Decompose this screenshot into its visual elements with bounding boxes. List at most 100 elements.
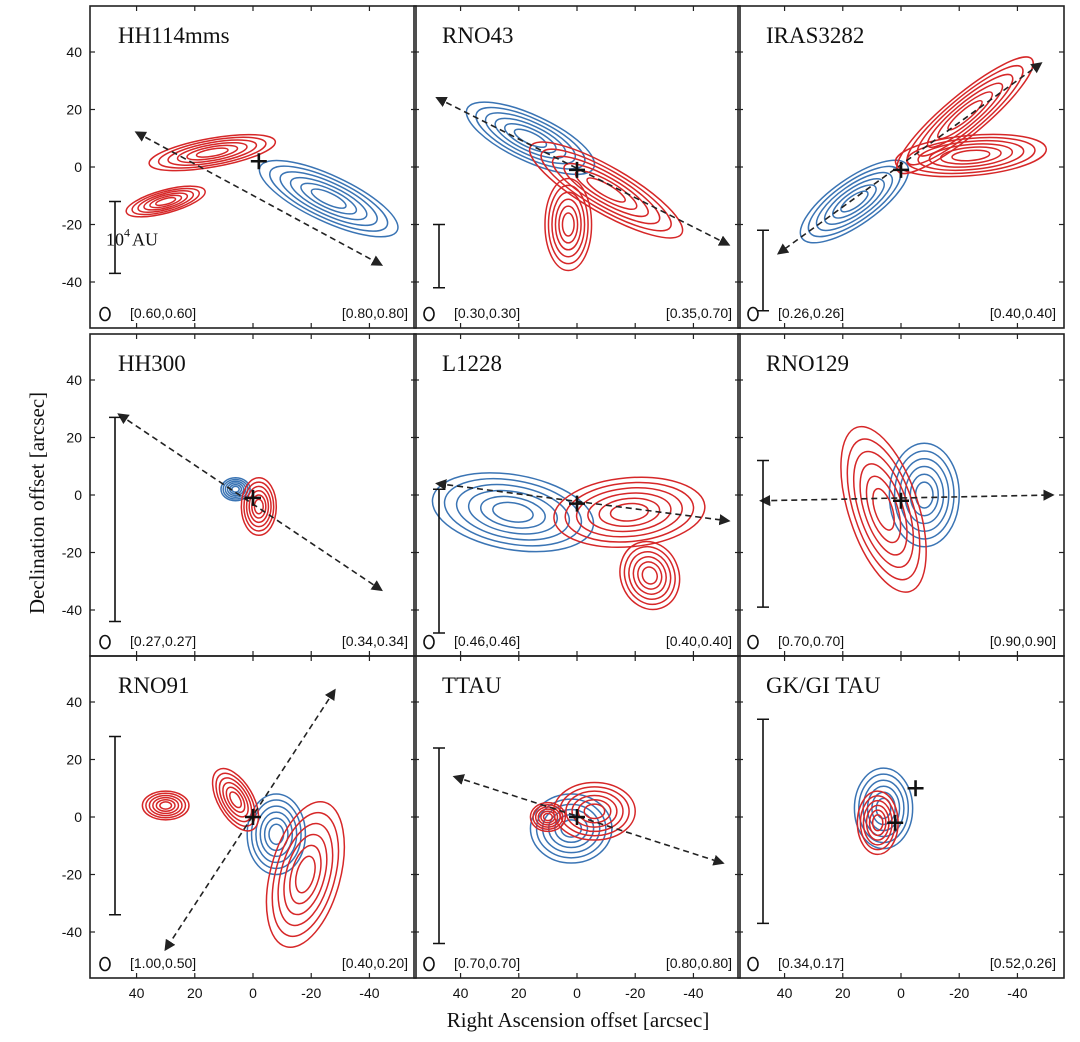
y-tick-label: 40 <box>66 694 82 710</box>
beam-ellipse <box>423 634 435 650</box>
blueshifted-contour <box>467 489 559 535</box>
blueshifted-contour <box>443 477 583 547</box>
scale-bar <box>433 747 445 945</box>
scale-bar <box>109 735 121 916</box>
x-tick-label: 40 <box>777 985 793 1001</box>
redshifted-contour <box>632 556 667 595</box>
redshifted-contour <box>125 185 206 218</box>
y-tick-label: 20 <box>66 430 82 446</box>
panel-title: RNO43 <box>442 23 514 48</box>
blueshifted-contour <box>494 117 567 159</box>
x-tick-label: 0 <box>897 985 905 1001</box>
y-tick-label: -20 <box>62 545 82 561</box>
redshifted-contour <box>186 144 239 161</box>
redshifted-contour <box>951 149 991 162</box>
x-tick-label: 20 <box>511 985 527 1001</box>
y-tick-label: 40 <box>66 44 82 60</box>
contour-levels-label: [0.34,0.34] <box>342 633 408 649</box>
redshifted-contour <box>131 187 200 216</box>
blueshifted-contour <box>310 188 347 209</box>
redshifted-contour <box>159 801 173 810</box>
redshifted-contour <box>641 566 658 585</box>
y-tick-label: 40 <box>66 372 82 388</box>
panel-title: IRAS3282 <box>766 23 864 48</box>
outflow-axis-arrow <box>776 62 1043 255</box>
redshifted-contour <box>547 184 589 265</box>
blueshifted-contour <box>840 190 869 213</box>
y-tick-label: -20 <box>62 217 82 233</box>
beam-ellipse <box>747 306 759 322</box>
y-tick-label: -40 <box>62 924 82 940</box>
blueshifted-contour <box>492 501 534 523</box>
y-tick-label: -40 <box>62 274 82 290</box>
panel-contours <box>853 767 924 856</box>
redshifted-contour <box>289 844 322 905</box>
panel-contours <box>452 774 725 866</box>
y-tick-label: 20 <box>66 102 82 118</box>
scale-bar <box>109 200 121 275</box>
blueshifted-contour <box>875 797 892 820</box>
source-cross <box>245 489 261 506</box>
redshifted-contour <box>551 191 586 258</box>
scale-bar <box>433 223 445 289</box>
x-tick-label: -40 <box>683 985 703 1001</box>
panel-contours <box>117 413 383 592</box>
contour-levels-label: [0.80,0.80] <box>342 305 408 321</box>
panel-title: HH114mms <box>118 23 230 48</box>
outflow-axis-arrow <box>452 774 725 866</box>
panel-frame <box>89 5 417 329</box>
beam-ellipse <box>747 956 759 972</box>
contour-levels-label: [0.90,0.90] <box>990 633 1056 649</box>
panel-gk-gi-tau: 40 20 0 -20 -40 GK/GI TAU [0.34,0.17] [0.52,0.2… <box>737 655 1065 1001</box>
outflow-axis-arrow <box>117 413 383 592</box>
scale-bar <box>757 718 769 925</box>
panel-iras3282: IRAS3282 [0.26,0.26] [0.40,0.40] <box>737 5 1065 329</box>
source-cross-secondary <box>907 780 924 797</box>
redshifted-contour <box>840 425 927 593</box>
scale-bar <box>433 488 445 634</box>
beam-ellipse <box>99 306 111 322</box>
redshifted-contour <box>148 133 277 172</box>
redshifted-contour <box>565 790 624 833</box>
scale-bar-label: 104 AU <box>106 225 158 249</box>
contour-levels-label: [0.80,0.80] <box>666 955 732 971</box>
redshifted-contour <box>211 767 260 832</box>
outflow-axis-arrow <box>134 131 384 266</box>
panel-rno129: RNO129 [0.70,0.70] [0.90,0.90] <box>737 333 1065 657</box>
redshifted-contour <box>868 809 887 837</box>
panel-title: RNO129 <box>766 351 849 376</box>
redshifted-contour <box>245 485 272 528</box>
panel-title: HH300 <box>118 351 186 376</box>
panel-frame <box>413 333 741 657</box>
redshifted-contour <box>561 212 575 237</box>
outflow-axis-arrow <box>759 489 1055 507</box>
redshifted-contour <box>598 497 661 527</box>
beam-ellipse <box>99 634 111 650</box>
beam-ellipse <box>99 956 111 972</box>
x-tick-label: 40 <box>453 985 469 1001</box>
redshifted-contour <box>222 781 249 818</box>
beam-label: [1.00,0.50] <box>130 955 196 971</box>
x-tick-label: -20 <box>949 985 969 1001</box>
x-tick-label: 0 <box>573 985 581 1001</box>
x-tick-label: 0 <box>249 985 257 1001</box>
y-axis-label: Declination offset [arcsec] <box>25 392 49 614</box>
beam-label: [0.27,0.27] <box>130 633 196 649</box>
beam-label: [0.26,0.26] <box>778 305 844 321</box>
x-tick-label: -20 <box>625 985 645 1001</box>
redshifted-contour <box>871 814 884 832</box>
panel-title: GK/GI TAU <box>766 673 881 698</box>
x-tick-label: 20 <box>835 985 851 1001</box>
panel-rno43: RNO43 [0.30,0.30] [0.35,0.70] <box>413 5 741 329</box>
blueshifted-contour <box>258 159 399 238</box>
contour-levels-label: [0.40,0.40] <box>990 305 1056 321</box>
contour-levels-label: [0.40,0.40] <box>666 633 732 649</box>
blueshifted-contour <box>289 176 368 221</box>
blueshifted-contour <box>268 823 285 846</box>
redshifted-contour <box>637 561 663 590</box>
x-axis-label: Right Ascension offset [arcsec] <box>447 1008 710 1032</box>
y-tick-label: -40 <box>62 602 82 618</box>
panel-rno91: 40 20 0 -20 -40 40 20 0 -20 -40 RNO91 [1.00,0.50] [0… <box>62 655 417 1001</box>
y-tick-label: 0 <box>74 809 82 825</box>
